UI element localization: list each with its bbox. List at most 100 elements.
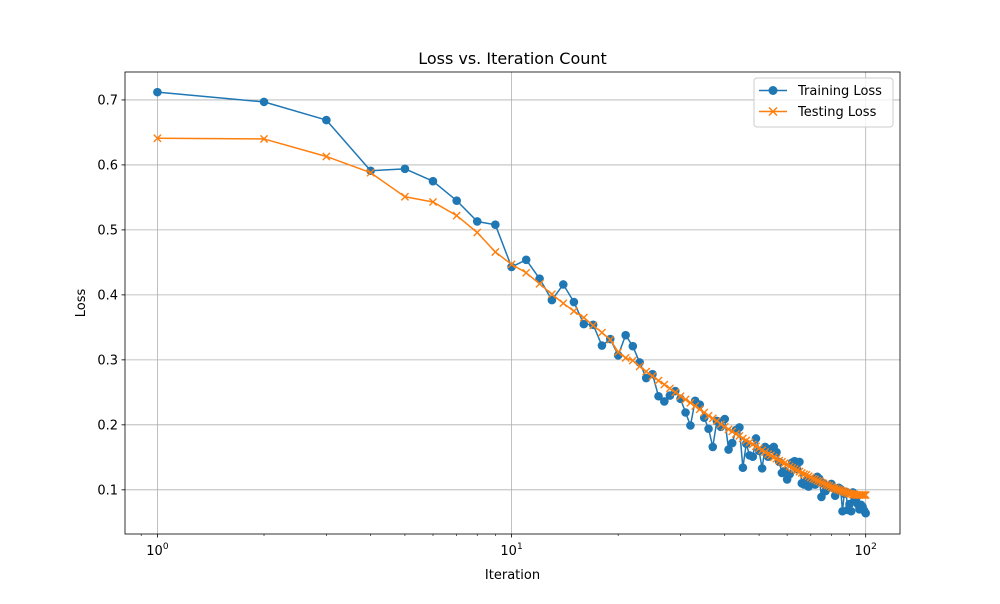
testing-loss-point: [720, 422, 729, 431]
training-loss-point: [727, 438, 737, 448]
testing-loss-point: [788, 463, 797, 472]
testing-loss-point: [797, 468, 806, 478]
testing-loss-point: [860, 490, 869, 500]
testing-loss-point: [559, 299, 568, 308]
training-loss-point: [861, 508, 870, 518]
testing-loss-point: [547, 290, 556, 299]
testing-loss-point: [614, 347, 623, 357]
testing-loss-series: [153, 134, 870, 500]
y-tick-label: 0.3: [97, 353, 118, 368]
testing-loss-point: [808, 474, 818, 483]
training-loss-point: [621, 330, 630, 340]
training-loss-point: [400, 164, 410, 174]
training-loss-point: [547, 295, 557, 305]
training-loss-point: [366, 166, 375, 176]
testing-loss-point: [799, 470, 809, 479]
legend-training-label: Training Loss: [797, 84, 882, 99]
testing-loss-point: [473, 228, 482, 237]
testing-loss-point: [681, 395, 690, 404]
testing-loss-point: [861, 490, 870, 500]
training-loss-point: [628, 341, 638, 351]
testing-loss-point: [635, 362, 644, 371]
testing-loss-point: [790, 464, 799, 474]
legend-box: [753, 77, 894, 128]
x-tick-exponent: 1: [517, 542, 523, 552]
training-loss-point: [641, 373, 651, 383]
testing-loss-point: [716, 420, 725, 429]
training-loss-point: [704, 424, 713, 434]
legend-testing-label: Testing Loss: [797, 105, 877, 120]
training-loss-point: [735, 423, 744, 432]
training-loss-point: [772, 447, 781, 457]
testing-loss-point: [660, 380, 669, 389]
testing-loss-point: [428, 197, 438, 207]
x-tick-exponent: 2: [871, 542, 877, 552]
training-loss-point: [654, 391, 663, 401]
training-loss-point: [569, 297, 579, 307]
training-loss-point: [597, 341, 607, 350]
testing-loss-point: [676, 392, 685, 401]
testing-loss-point: [606, 335, 615, 344]
training-loss-point: [708, 442, 718, 452]
y-tick-label: 0.5: [97, 223, 118, 238]
testing-loss-point: [621, 353, 630, 363]
training-loss-point: [751, 434, 761, 443]
testing-loss-point: [153, 134, 162, 143]
testing-loss-point: [628, 356, 637, 365]
y-tick-label: 0.2: [97, 418, 118, 433]
testing-loss-point: [579, 313, 588, 322]
x-axis-label: Iteration: [485, 568, 540, 583]
training-loss-point: [720, 414, 730, 424]
training-loss-point: [757, 464, 767, 473]
testing-loss-point: [597, 328, 607, 337]
training-loss-point: [579, 319, 589, 329]
training-loss-point: [322, 115, 331, 125]
training-loss-point: [724, 445, 733, 454]
training-loss-point: [660, 397, 669, 406]
testing-loss-point: [522, 268, 531, 277]
training-loss-point: [472, 217, 482, 226]
testing-loss-point: [589, 321, 598, 330]
training-loss-point: [681, 408, 690, 417]
testing-loss-point: [452, 211, 461, 220]
training-loss-point: [521, 255, 531, 265]
testing-loss-point: [322, 152, 331, 161]
testing-loss-point: [648, 372, 657, 381]
testing-loss-point: [569, 307, 578, 316]
testing-loss-point: [708, 414, 717, 423]
training-loss-point: [428, 176, 438, 186]
training-loss-point: [846, 506, 856, 516]
testing-loss-point: [686, 398, 695, 407]
testing-loss-point: [491, 247, 500, 257]
testing-loss-point: [813, 476, 822, 485]
y-tick-label: 0.7: [97, 93, 118, 108]
testing-loss-point: [858, 490, 867, 500]
testing-loss-point: [665, 384, 674, 393]
testing-loss-point: [691, 401, 700, 411]
testing-loss-point: [400, 192, 410, 201]
y-tick-label: 0.4: [97, 288, 118, 303]
training-loss-point: [795, 457, 804, 467]
x-tick-exponent: 0: [163, 542, 169, 552]
grid-lines: [125, 72, 900, 534]
testing-loss-point: [795, 467, 804, 476]
training-loss-point: [748, 452, 758, 461]
testing-loss-point: [366, 168, 375, 177]
testing-loss-point: [654, 376, 663, 385]
y-tick-label: 0.1: [97, 483, 118, 498]
testing-loss-point: [728, 427, 737, 436]
plot-frame: [124, 71, 901, 535]
testing-loss-point: [507, 260, 516, 269]
training-loss-point: [648, 369, 657, 379]
testing-loss-point: [823, 481, 832, 490]
y-axis: 0.1 0.2 0.3 0.4 0.5 0.6 0.7: [97, 93, 125, 498]
testing-loss-point: [817, 478, 826, 487]
testing-loss-point: [671, 388, 680, 397]
testing-loss-point: [792, 466, 802, 475]
legend-testing-marker: [768, 106, 778, 117]
testing-loss-point: [695, 405, 704, 414]
testing-loss-point: [785, 462, 794, 471]
legend: Training Loss Testing Loss: [753, 77, 894, 128]
